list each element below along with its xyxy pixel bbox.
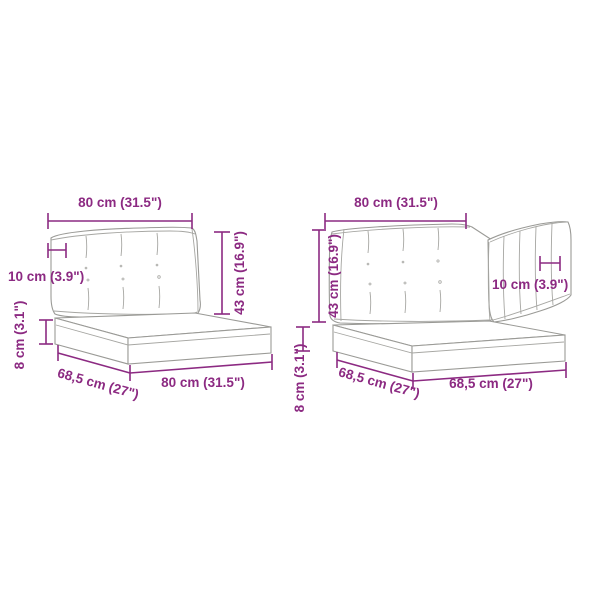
dimension-back-thickness-middle: 10 cm (3.9") [8, 243, 84, 284]
label-back-height-corner: 43 cm (16.9") [326, 234, 341, 318]
dimension-back-width-middle: 80 cm (31.5") [47, 195, 193, 229]
dimension-seat-thickness-corner: 8 cm (3.1") [292, 326, 310, 413]
dimension-seat-thickness-middle: 8 cm (3.1") [12, 301, 53, 370]
dimension-seat-width-middle: 80 cm (31.5") [129, 354, 273, 390]
dimension-back-width-corner: 80 cm (31.5") [324, 195, 467, 229]
label-back-width-corner: 80 cm (31.5") [354, 195, 438, 210]
dimension-seat-depth-right-corner: 68,5 cm (27") [412, 362, 567, 391]
diagram-corner-section: 80 cm (31.5") 43 cm (16.9") 10 cm (3.9") [292, 195, 572, 413]
label-seat-depth-middle: 68,5 cm (27") [56, 365, 141, 402]
seat-cushion-corner [332, 320, 566, 373]
dimension-back-height-middle: 43 cm (16.9") [214, 231, 247, 315]
back-cushion-corner-long [328, 223, 495, 325]
back-cushion-corner-short [487, 221, 572, 323]
label-back-width-middle: 80 cm (31.5") [78, 195, 162, 210]
label-seat-thickness-middle: 8 cm (3.1") [12, 301, 27, 370]
label-back-thickness-corner: 10 cm (3.9") [492, 277, 568, 292]
label-seat-width-middle: 80 cm (31.5") [161, 375, 245, 390]
dimension-back-height-corner: 43 cm (16.9") [312, 229, 341, 323]
diagram-middle-section: 80 cm (31.5") 10 cm (3.9") 43 cm (16.9") [8, 195, 273, 402]
dimension-back-thickness-corner: 10 cm (3.9") [492, 256, 568, 292]
label-seat-thickness-corner: 8 cm (3.1") [292, 344, 307, 413]
label-back-height-middle: 43 cm (16.9") [232, 231, 247, 315]
label-back-thickness-middle: 10 cm (3.9") [8, 269, 84, 284]
label-seat-depth-right-corner: 68,5 cm (27") [449, 376, 533, 391]
seat-cushion-middle [54, 312, 272, 365]
